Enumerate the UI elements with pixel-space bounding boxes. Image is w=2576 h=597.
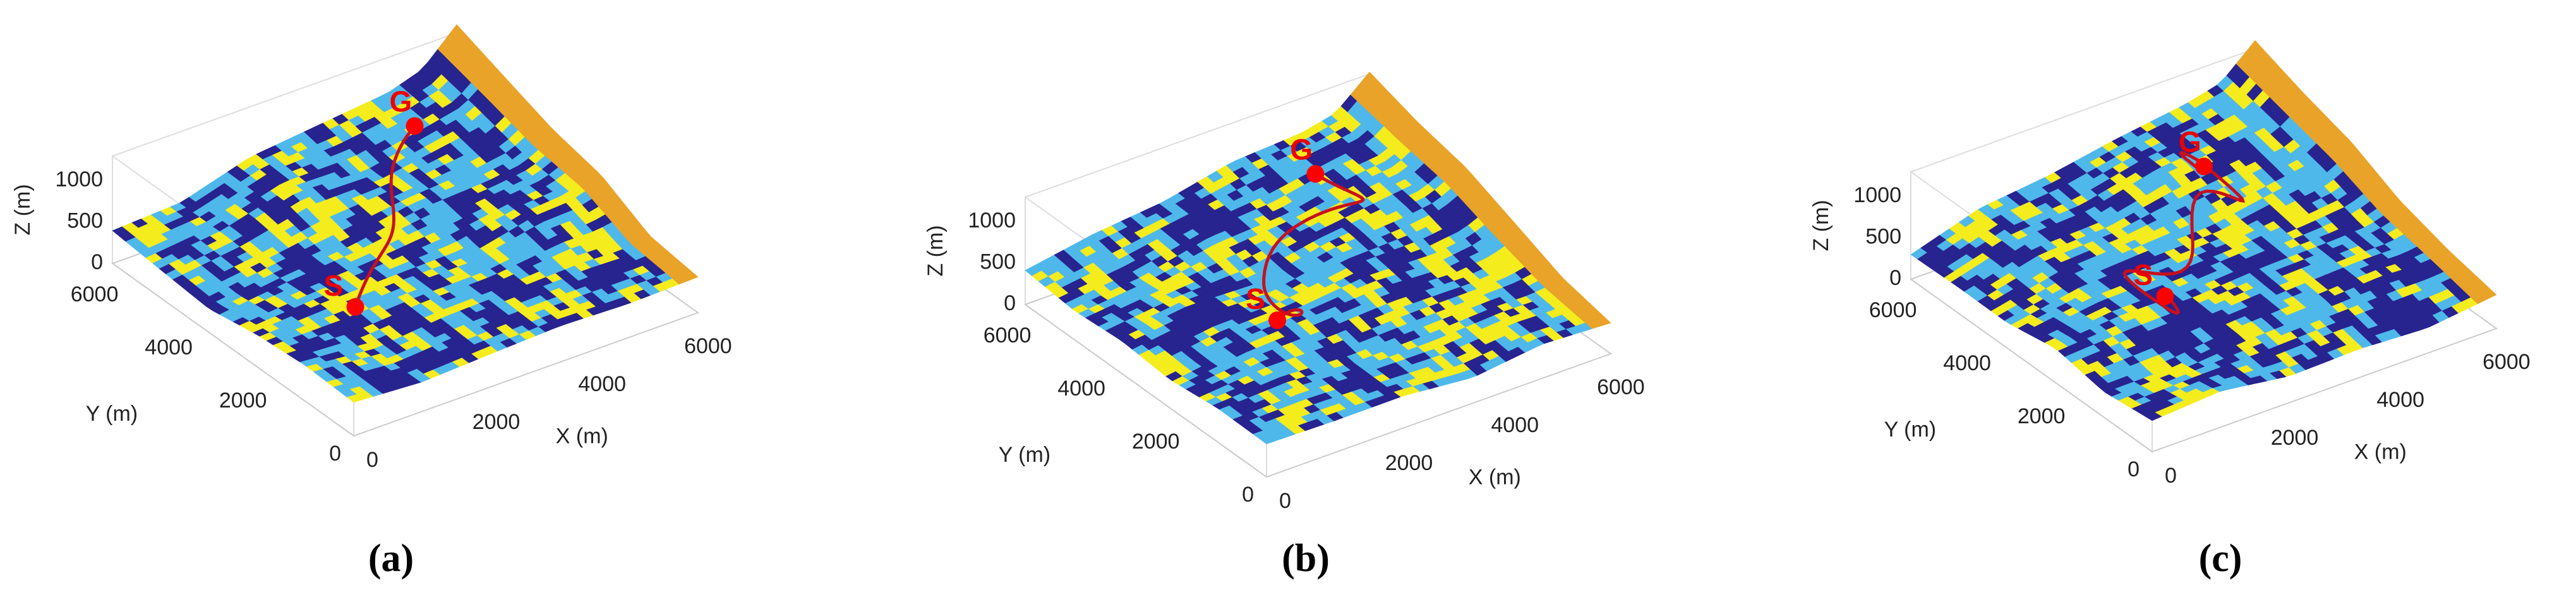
start-point [1268,311,1287,329]
x-tick-label: 0 [1279,489,1291,513]
y-tick-label: 6000 [984,323,1032,347]
terrain-cell [346,394,364,403]
caption: (b) [1282,537,1330,580]
z-tick-label: 500 [980,250,1016,274]
x-tick-label: 2000 [2271,426,2319,450]
goal-point [1306,165,1325,183]
terrain-panel: S G 0 2000 4000 6000 0 2000 4000 6000 0 500 1000 X (m… [1809,40,2531,580]
y-tick-label: 4000 [145,335,193,359]
y-axis-label: Y (m) [1884,418,1936,442]
caption: (c) [2199,537,2242,580]
goal-label: G [2179,126,2201,159]
y-tick-label: 0 [1242,483,1254,507]
start-label: S [324,269,344,302]
goal-point [406,117,424,135]
z-tick-label: 0 [1004,291,1016,315]
y-tick-label: 4000 [1057,377,1105,401]
goal-label: G [390,85,412,118]
start-point [346,298,364,316]
start-label: S [2133,258,2153,291]
z-tick-label: 0 [91,250,103,274]
x-axis-label: X (m) [556,425,608,449]
z-tick-label: 500 [1865,225,1901,249]
z-tick-label: 1000 [1853,183,1901,207]
y-tick-label: 0 [2128,457,2140,481]
x-tick-label: 4000 [1491,413,1539,437]
x-tick-label: 6000 [1597,375,1645,399]
z-axis-label: Z (m) [1809,200,1833,251]
goal-label: G [1290,133,1313,166]
y-axis-label: Y (m) [86,402,138,426]
x-tick-label: 6000 [2483,350,2531,374]
z-axis-label: Z (m) [11,184,35,235]
x-axis-label: X (m) [2354,440,2407,464]
planned-path [1262,172,1365,322]
z-tick-label: 1000 [968,208,1016,232]
y-tick-label: 2000 [219,389,267,413]
x-tick-label: 4000 [578,372,626,396]
x-tick-label: 2000 [1385,451,1433,475]
z-tick-label: 1000 [55,167,103,191]
y-axis-label: Y (m) [999,443,1050,467]
y-tick-label: 4000 [1943,351,1991,375]
x-tick-label: 0 [366,448,378,472]
planned-path [354,124,416,308]
start-label: S [1246,282,1265,315]
terrain-panel: S G 0 2000 4000 6000 0 2000 4000 6000 0 500 1000 X (m… [11,24,732,580]
y-tick-label: 2000 [2018,404,2066,428]
start-point [2156,287,2174,306]
terrain-panel: S G 0 2000 4000 6000 0 2000 4000 6000 0 500 1000 X (m… [924,71,1645,580]
x-axis-label: X (m) [1469,466,1521,490]
z-axis-label: Z (m) [924,225,948,276]
caption: (a) [368,537,414,580]
z-tick-label: 0 [1889,266,1901,290]
x-tick-label: 0 [2165,464,2177,488]
y-tick-label: 0 [329,442,341,466]
x-tick-label: 6000 [684,334,732,358]
z-tick-label: 500 [67,209,103,233]
goal-point [2194,157,2213,176]
x-tick-label: 4000 [2376,388,2424,412]
y-tick-label: 6000 [1869,298,1917,322]
y-tick-label: 2000 [1132,430,1180,454]
x-tick-label: 2000 [472,410,521,434]
terrain-cell [1259,435,1277,445]
y-tick-label: 6000 [71,282,119,306]
